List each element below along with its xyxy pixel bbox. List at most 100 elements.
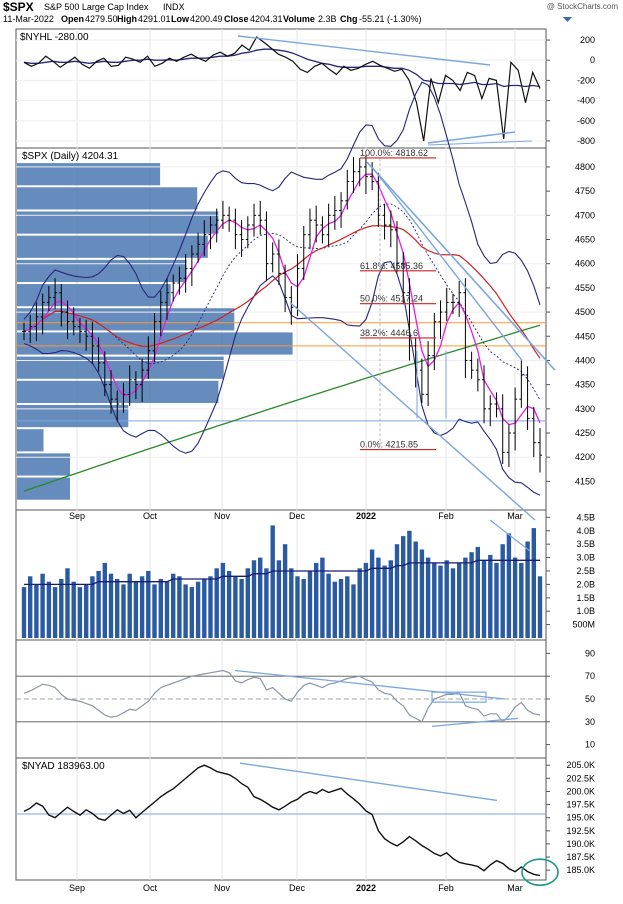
volume-average-line bbox=[24, 559, 540, 586]
volume-bar bbox=[208, 576, 213, 638]
nyad-highlight-circle bbox=[521, 858, 559, 887]
volume-bar bbox=[183, 584, 188, 638]
volume-bar bbox=[332, 581, 337, 638]
volume-bar bbox=[115, 579, 120, 638]
volume-bar bbox=[127, 573, 132, 638]
nyhl-tick-label: 200 bbox=[580, 35, 595, 45]
volume-bar bbox=[481, 560, 487, 638]
bottom-x-label: 2022 bbox=[356, 883, 376, 893]
volume-profile-bar bbox=[17, 187, 198, 210]
nyad-tick-label: 200.0K bbox=[566, 786, 595, 796]
chart-symbol-name: S&P 500 Large Cap Index bbox=[44, 2, 149, 12]
volume-bar bbox=[537, 576, 543, 638]
nyad-tick-label: 197.5K bbox=[566, 800, 595, 810]
rsi-highlight-box bbox=[431, 691, 487, 703]
volume-bar bbox=[345, 576, 350, 638]
price-tick-label: 4550 bbox=[575, 283, 595, 293]
nyad-line bbox=[23, 764, 541, 877]
ma-200-line bbox=[23, 324, 541, 492]
price-tick-label: 4700 bbox=[575, 210, 595, 220]
volume-bar bbox=[264, 568, 269, 638]
volume-bar bbox=[52, 587, 58, 638]
price-tick-label: 4650 bbox=[575, 235, 595, 245]
nyad-tick-label: 202.5K bbox=[566, 773, 595, 783]
volume-tick-label: 500M bbox=[572, 620, 595, 630]
nyad-tick-label: 185.0K bbox=[566, 865, 595, 875]
header-low-label: Low bbox=[171, 14, 190, 24]
volume-bar bbox=[320, 557, 325, 638]
chart-exchange: INDX bbox=[163, 2, 185, 12]
volume-bar bbox=[413, 541, 418, 638]
volume-bar bbox=[519, 562, 524, 638]
dropdown-arrow-icon[interactable] bbox=[563, 17, 572, 22]
fib-level-label: 61.8%: 4585.36 bbox=[360, 261, 423, 271]
bottom-x-label: Sep bbox=[69, 883, 85, 893]
volume-bar bbox=[357, 568, 362, 638]
nyhl-tick-label: -400 bbox=[577, 96, 595, 106]
volume-bar bbox=[506, 533, 512, 638]
volume-bar bbox=[171, 573, 176, 638]
volume-bar bbox=[326, 573, 331, 638]
price-tick-label: 4150 bbox=[575, 476, 595, 486]
volume-bar bbox=[525, 541, 530, 638]
price-tick-label: 4350 bbox=[575, 380, 595, 390]
volume-bar bbox=[139, 576, 145, 638]
price-tick-label: 4300 bbox=[575, 404, 595, 414]
ma-short-line bbox=[23, 173, 541, 426]
volume-bar bbox=[202, 579, 207, 638]
volume-bar bbox=[394, 544, 400, 638]
volume-bar bbox=[108, 573, 114, 638]
price-tick-label: 4750 bbox=[575, 186, 595, 196]
volume-bar bbox=[488, 554, 493, 638]
volume-bar bbox=[71, 581, 76, 638]
volume-bar bbox=[214, 568, 219, 638]
bollinger-upper-line bbox=[23, 81, 541, 320]
volume-profile-bar bbox=[17, 477, 70, 500]
fib-level-label: 50.0%: 4517.24 bbox=[360, 294, 423, 304]
volume-profile-bar bbox=[17, 235, 208, 258]
price-trendline bbox=[289, 301, 536, 521]
volume-bar bbox=[425, 557, 431, 638]
rsi-trendline bbox=[234, 669, 506, 700]
bollinger-lower-line bbox=[23, 260, 541, 496]
nyad-tick-label: 187.5K bbox=[566, 852, 595, 862]
nyhl-tick-label: 0 bbox=[590, 55, 595, 65]
volume-bar bbox=[307, 571, 313, 638]
nyad-panel bbox=[15, 757, 547, 881]
price-x-label: Oct bbox=[143, 511, 158, 521]
header-low: 4200.49 bbox=[190, 14, 223, 24]
volume-bar bbox=[276, 560, 282, 638]
bottom-x-label: Mar bbox=[507, 883, 523, 893]
volume-profile-bar bbox=[17, 429, 44, 452]
volume-bar bbox=[245, 568, 250, 638]
nyhl-support-line bbox=[427, 131, 516, 144]
volume-bar bbox=[28, 576, 33, 638]
volume-bar bbox=[239, 579, 244, 638]
ma-50-line bbox=[23, 225, 541, 359]
volume-profile-bar bbox=[17, 453, 70, 476]
header-chg-label: Chg bbox=[340, 14, 358, 24]
volume-bar bbox=[369, 549, 375, 638]
price-tick-label: 4250 bbox=[575, 428, 595, 438]
volume-tick-label: 1.0B bbox=[576, 606, 595, 616]
volume-tick-label: 2.0B bbox=[576, 579, 595, 589]
nyad-tick-label: 205.0K bbox=[566, 760, 595, 770]
volume-bar bbox=[463, 557, 468, 638]
rsi-tick-label: 10 bbox=[585, 740, 595, 750]
volume-bar bbox=[401, 536, 406, 638]
rsi-tick-label: 30 bbox=[585, 717, 595, 727]
volume-bar bbox=[90, 576, 95, 638]
volume-bar bbox=[158, 579, 163, 638]
volume-tick-label: 4.5B bbox=[576, 512, 595, 522]
header-high-label: High bbox=[117, 14, 137, 24]
volume-bar bbox=[450, 568, 456, 638]
header-close-label: Close bbox=[224, 14, 249, 24]
price-x-label: Sep bbox=[69, 511, 85, 521]
volume-bar bbox=[282, 544, 288, 638]
price-trendline bbox=[366, 161, 556, 371]
volume-profile-bar bbox=[17, 356, 224, 379]
volume-bar bbox=[226, 571, 232, 638]
volume-bar bbox=[233, 576, 238, 638]
fib-level-label: 38.2%: 4446.6 bbox=[360, 328, 418, 338]
